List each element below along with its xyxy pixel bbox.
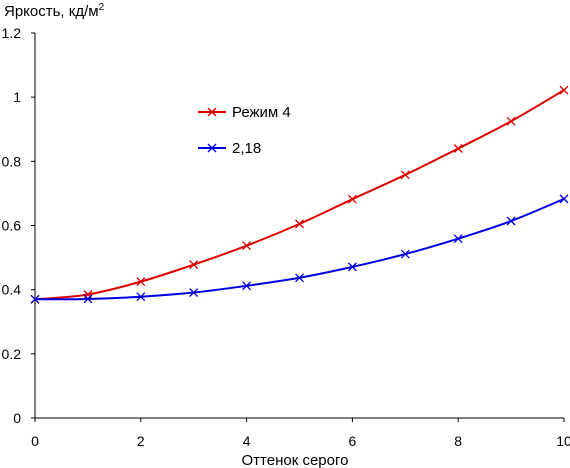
- legend-label: 2,18: [232, 140, 261, 157]
- y-tick-label: 1: [13, 89, 21, 105]
- data-point-marker: [295, 273, 304, 283]
- data-point-marker: [189, 260, 199, 270]
- x-tick-label: 2: [137, 433, 145, 449]
- y-tick-label: 1.2: [2, 25, 22, 41]
- y-tick-label: 0.6: [2, 218, 22, 234]
- data-point-marker: [83, 294, 93, 304]
- data-point-marker: [30, 294, 40, 304]
- data-point-marker: [189, 288, 199, 298]
- legend-item-2: 2,18: [198, 140, 261, 157]
- x-tick-label: 0: [31, 433, 39, 449]
- legend-label: Режим 4: [232, 104, 291, 121]
- data-point-marker: [242, 281, 252, 291]
- series-line: [34, 197, 565, 301]
- series-2: [30, 194, 569, 304]
- legend-swatch-marker: [207, 143, 217, 153]
- x-tick-label: 8: [454, 433, 462, 449]
- data-point-marker: [136, 277, 146, 287]
- data-point-marker: [400, 249, 410, 259]
- x-tick-label: 10: [556, 433, 570, 449]
- legend-swatch-marker: [207, 107, 217, 117]
- series-1: [30, 85, 569, 304]
- legend-item-1: Режим 4: [198, 104, 291, 121]
- y-tick-label: 0: [13, 410, 21, 426]
- y-axis-title: Яркость, кд/м2: [4, 2, 105, 20]
- data-point-marker: [242, 241, 252, 251]
- legend: Режим 4 2,18: [198, 104, 291, 157]
- data-point-marker: [453, 234, 463, 244]
- axes: 0 0.2 0.4 0.6 0.8 1 1.2 0 2 4 6 8 10: [2, 25, 570, 449]
- series-line: [34, 89, 565, 301]
- y-axis-title-superscript: 2: [99, 2, 105, 13]
- y-tick-label: 0.4: [2, 282, 22, 298]
- data-point-marker: [506, 116, 516, 126]
- data-point-marker: [347, 262, 357, 272]
- data-point-marker: [347, 194, 357, 204]
- x-axis-title: Оттенок серого: [242, 452, 349, 468]
- data-point-marker: [453, 144, 463, 153]
- data-point-marker: [559, 194, 569, 204]
- y-tick-label: 0.2: [2, 346, 22, 362]
- x-tick-label: 4: [243, 433, 251, 449]
- data-point-marker: [295, 219, 304, 229]
- y-tick-label: 0.8: [2, 153, 22, 169]
- data-point-marker: [400, 170, 410, 180]
- data-point-marker: [136, 292, 146, 302]
- x-tick-label: 6: [349, 433, 357, 449]
- data-point-marker: [559, 85, 569, 95]
- y-axis-title-text: Яркость, кд/м: [4, 3, 99, 20]
- series-layer: [30, 85, 569, 304]
- data-point-marker: [506, 216, 516, 226]
